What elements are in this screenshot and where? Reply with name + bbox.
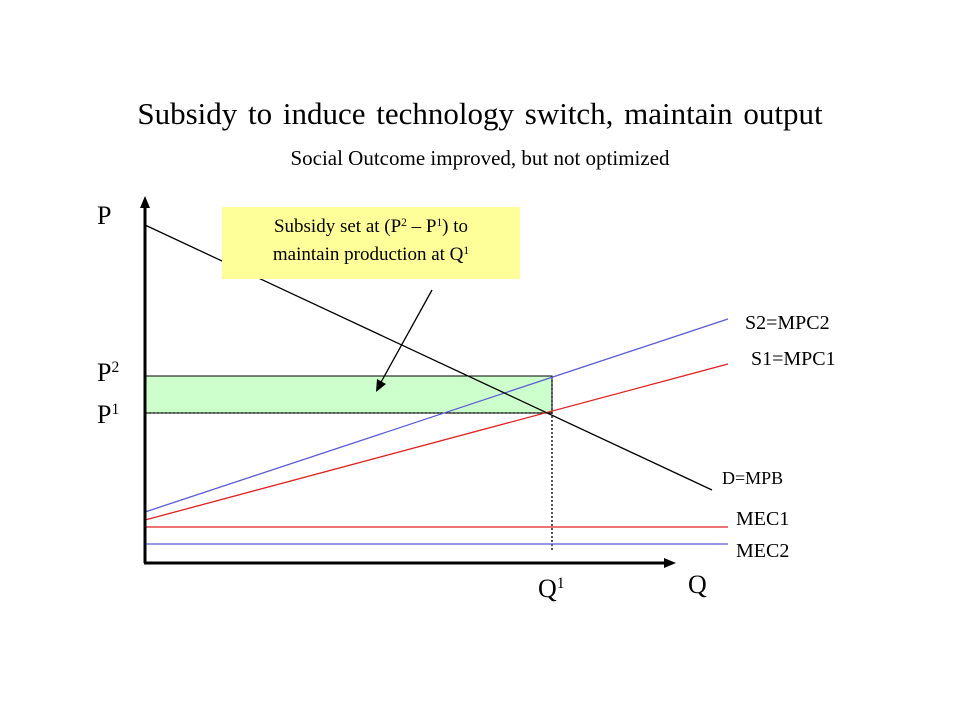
demand-label: D=MPB <box>722 468 784 488</box>
callout-arrowhead <box>376 379 386 392</box>
q1-label: Q1 <box>538 574 565 603</box>
x-axis-label: Q <box>688 570 707 599</box>
p1-label: P1 <box>97 400 120 429</box>
callout-line-2: maintain production at Q1 <box>272 244 470 265</box>
mec1-label: MEC1 <box>736 508 790 530</box>
mec2-label: MEC2 <box>736 540 790 562</box>
s1-supply-curve <box>144 363 729 521</box>
s1-label: S1=MPC1 <box>751 348 836 370</box>
callout-line-1: Subsidy set at (P2 – P1) to <box>273 216 469 237</box>
subsidy-callout: Subsidy set at (P2 – P1) to maintain pro… <box>222 207 520 279</box>
x-axis-arrow <box>664 558 676 568</box>
s2-supply-curve <box>144 318 729 513</box>
p2-label: P2 <box>97 358 120 387</box>
y-axis-arrow <box>140 196 150 208</box>
callout-arrow-line <box>379 289 433 385</box>
diagram-title: Subsidy to induce technology switch, mai… <box>137 96 823 131</box>
diagram-subtitle: Social Outcome improved, but not optimiz… <box>290 146 670 170</box>
y-axis-label: P <box>97 201 112 230</box>
s2-label: S2=MPC2 <box>745 312 830 334</box>
subsidy-area <box>144 375 553 414</box>
